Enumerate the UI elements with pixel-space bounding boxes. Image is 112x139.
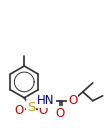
Text: O: O (68, 94, 78, 107)
Text: S: S (27, 101, 35, 114)
Text: O: O (15, 104, 24, 117)
Text: O: O (38, 104, 48, 117)
Text: HN: HN (37, 94, 55, 107)
Text: O: O (55, 107, 65, 120)
